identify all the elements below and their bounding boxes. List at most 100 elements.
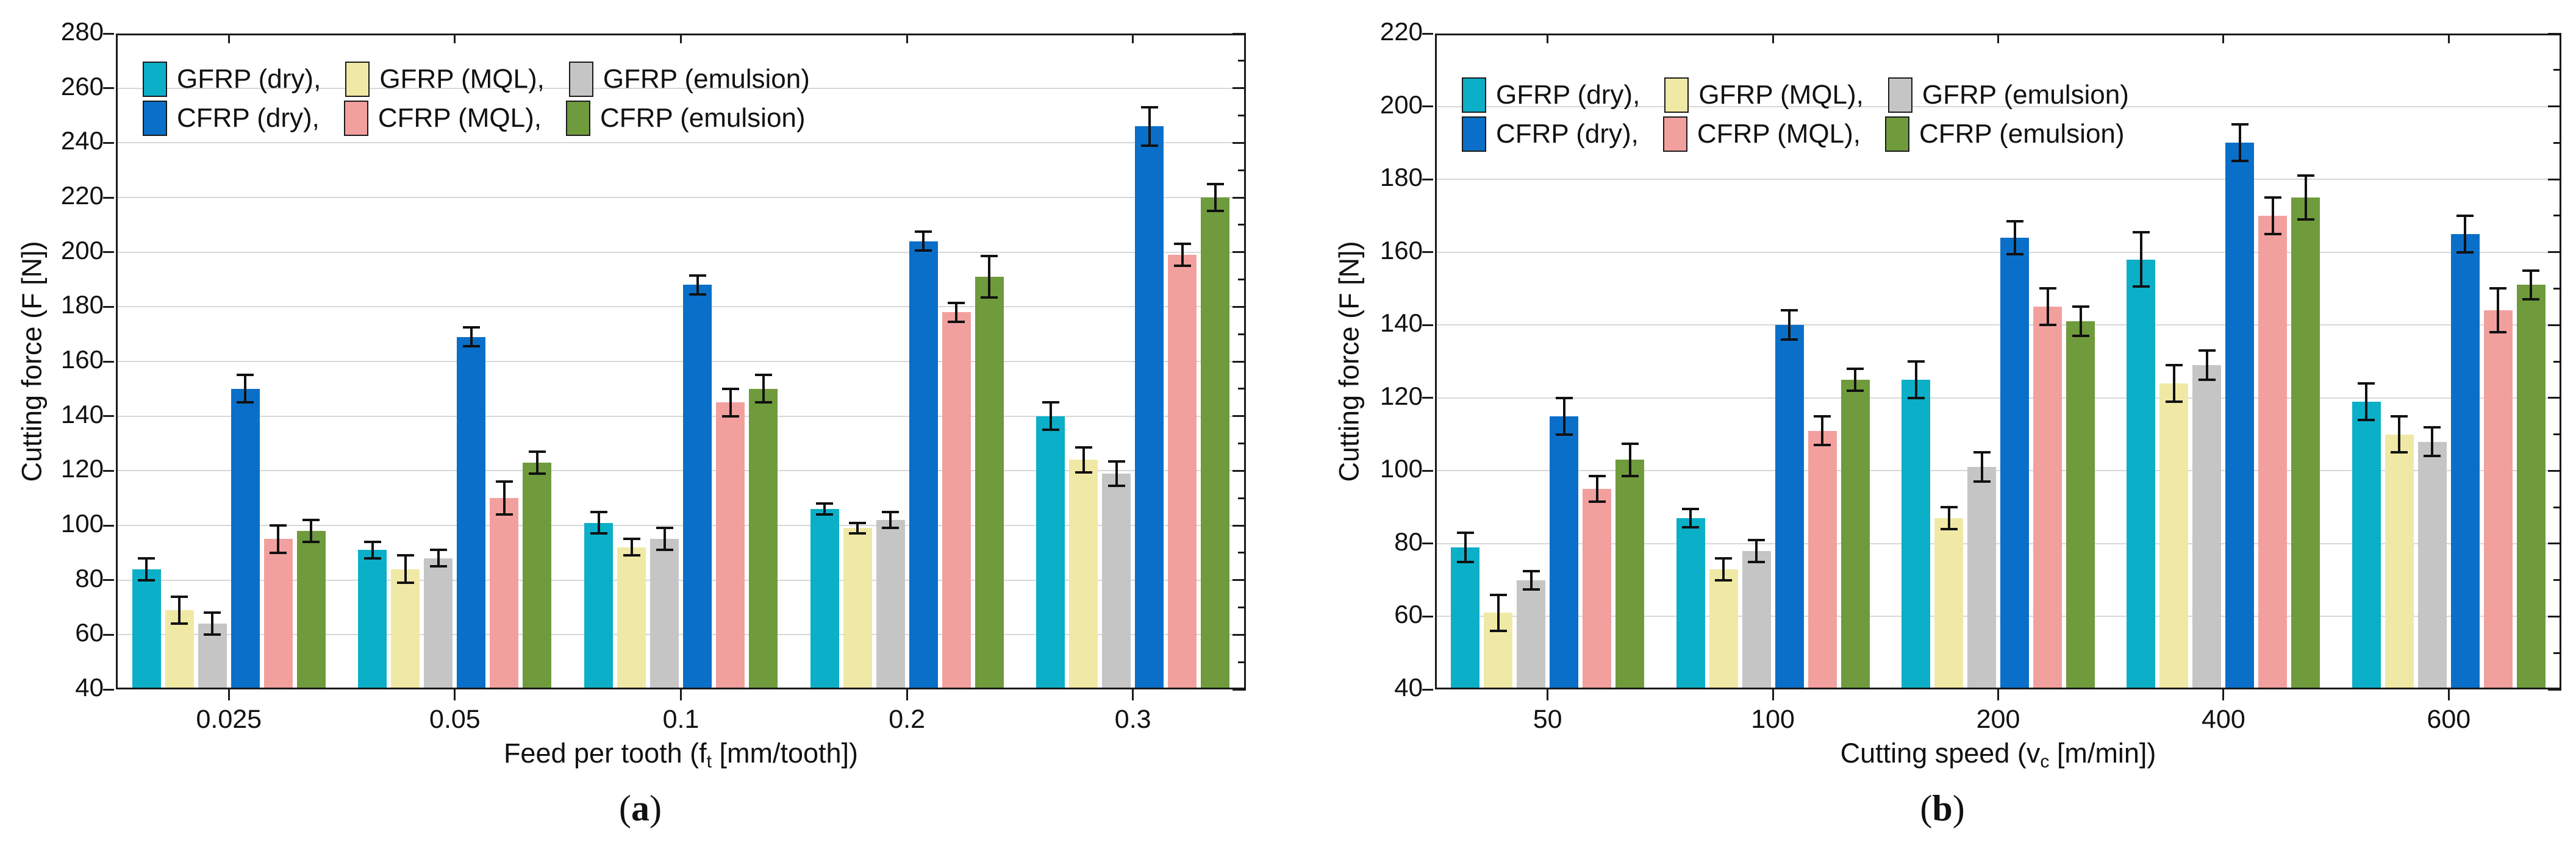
bar-gfrp-emulsion-100 xyxy=(1742,550,1771,689)
y-axis-tick-right xyxy=(2548,178,2561,180)
legend-swatch-gfrp-emulsion- xyxy=(1887,77,1912,113)
x-axis-tick-bottom xyxy=(1132,689,1134,700)
error-bar-cap-bottom xyxy=(1814,444,1831,447)
error-bar xyxy=(856,522,859,534)
y-axis-minor-tick-right xyxy=(2553,215,2561,217)
error-bar-cap-bottom xyxy=(1973,480,1991,483)
error-bar-cap-bottom xyxy=(590,532,607,535)
y-axis-tick-right xyxy=(1233,251,1246,254)
y-axis-tick xyxy=(1422,178,1433,180)
bar-cfrp-emulsion-600 xyxy=(2516,285,2546,689)
error-bar xyxy=(1464,532,1467,562)
y-axis-minor-tick-right xyxy=(2553,506,2561,508)
error-bar xyxy=(922,232,925,251)
gridline xyxy=(116,525,1246,526)
y-axis-minor-tick-right xyxy=(2553,141,2561,144)
error-bar-cap-top xyxy=(237,374,254,377)
bar-cfrp-mql-50 xyxy=(1583,489,1612,689)
bar-gfrp-emulsion-0.2 xyxy=(876,520,905,689)
error-bar-cap-bottom xyxy=(2198,378,2216,381)
y-axis-tick xyxy=(1422,469,1433,472)
gridline xyxy=(116,142,1246,144)
error-bar-cap-top xyxy=(1173,243,1191,246)
caption-b: (b) xyxy=(1920,788,1965,828)
y-tick-label: 120 xyxy=(1379,381,1423,410)
bar-cfrp-dry-400 xyxy=(2225,143,2255,689)
error-bar xyxy=(1562,397,1565,435)
y-axis-tick-right xyxy=(1233,360,1246,363)
caption-a: (a) xyxy=(619,788,662,828)
plot-border-top xyxy=(116,34,1246,35)
y-axis-tick-right xyxy=(1233,141,1246,144)
error-bar-cap-bottom xyxy=(237,401,254,404)
legend-swatch-cfrp-emulsion- xyxy=(565,101,590,136)
bar-cfrp-dry-0.2 xyxy=(909,241,938,689)
error-bar-cap-top xyxy=(1107,460,1125,463)
error-bar-cap-top xyxy=(623,538,640,541)
error-bar-cap-bottom xyxy=(171,622,188,625)
legend-row-1: GFRP (dry), GFRP (MQL), GFRP (emulsion) xyxy=(143,62,834,97)
bar-gfrp-dry-600 xyxy=(2352,401,2381,689)
legend-label: CFRP (MQL), xyxy=(377,103,542,133)
error-bar-cap-bottom xyxy=(1748,560,1766,563)
legend-swatch-cfrp-mql- xyxy=(343,101,368,136)
x-axis-tick-top xyxy=(2447,34,2450,43)
bar-gfrp-mql-0.05 xyxy=(391,569,420,689)
error-bar xyxy=(1854,368,1857,391)
error-bar-cap-bottom xyxy=(915,249,932,252)
error-bar-cap-bottom xyxy=(623,554,640,557)
error-bar-cap-top xyxy=(2264,196,2281,199)
error-bar xyxy=(630,539,633,556)
y-axis-tick-right xyxy=(1233,579,1246,582)
legend-item-gfrp-dry-: GFRP (dry), xyxy=(143,62,321,97)
y-axis-tick-right xyxy=(2548,615,2561,617)
y-axis-tick xyxy=(103,633,114,636)
plot-border-bottom xyxy=(1435,688,2561,689)
error-bar xyxy=(1082,447,1085,472)
y-tick-label: 80 xyxy=(1394,527,1423,556)
error-bar-cap-top xyxy=(1456,531,1474,534)
error-bar-cap-bottom xyxy=(204,633,221,636)
error-bar xyxy=(988,256,991,297)
error-bar-cap-top xyxy=(882,510,900,513)
gridline xyxy=(1435,543,2561,544)
y-axis-tick xyxy=(103,32,114,35)
legend-item-cfrp-mql-: CFRP (MQL), xyxy=(343,101,542,136)
error-bar xyxy=(145,558,148,580)
y-tick-label: 160 xyxy=(60,345,104,374)
error-bar-cap-top xyxy=(462,326,480,329)
bar-gfrp-mql-100 xyxy=(1709,569,1738,689)
error-bar-cap-top xyxy=(1206,182,1224,185)
y-tick-label: 100 xyxy=(1379,454,1423,483)
bar-cfrp-emulsion-400 xyxy=(2291,197,2320,689)
x-axis-tick-top xyxy=(1132,34,1134,43)
bar-gfrp-dry-0.05 xyxy=(358,550,387,689)
plot-area-a: GFRP (dry), GFRP (MQL), GFRP (emulsion) CFR… xyxy=(103,32,1246,700)
bar-cfrp-mql-400 xyxy=(2258,215,2288,689)
error-bar xyxy=(2365,383,2368,420)
y-axis-tick xyxy=(103,196,114,199)
x-axis-tick-top xyxy=(1547,34,1549,43)
error-bar-cap-bottom xyxy=(849,532,867,535)
error-bar-cap-top xyxy=(363,540,381,543)
error-bar xyxy=(404,555,407,583)
legend-item-gfrp-mql-: GFRP (MQL), xyxy=(1664,77,1864,113)
y-axis-tick xyxy=(103,415,114,418)
y-axis-tick-right xyxy=(1233,196,1246,199)
gridline xyxy=(1435,179,2561,180)
error-bar xyxy=(310,520,313,542)
error-bar xyxy=(2271,197,2274,234)
error-bar xyxy=(2464,215,2467,252)
y-tick-label: 280 xyxy=(60,17,104,46)
error-bar-cap-top xyxy=(2522,269,2540,272)
error-bar-cap-bottom xyxy=(1140,144,1158,147)
legend-label: GFRP (emulsion) xyxy=(1922,80,2129,110)
y-axis-tick xyxy=(103,469,114,472)
legend-label: GFRP (MQL), xyxy=(1698,80,1864,110)
legend-label: CFRP (dry), xyxy=(1496,119,1639,149)
error-bar xyxy=(2172,365,2175,402)
error-bar-cap-bottom xyxy=(2489,331,2507,334)
gridline xyxy=(116,251,1246,253)
bar-gfrp-emulsion-0.3 xyxy=(1102,473,1131,689)
bar-cfrp-emulsion-0.1 xyxy=(749,388,778,689)
